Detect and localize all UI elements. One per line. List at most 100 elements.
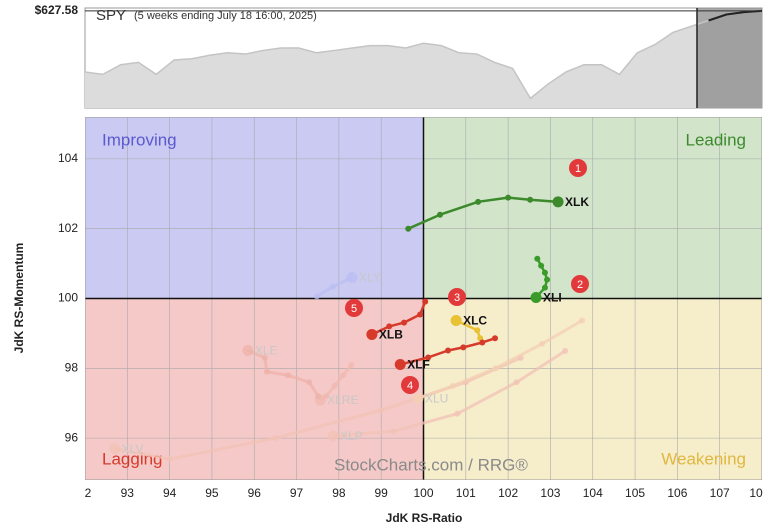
quadrant-label: Leading bbox=[685, 130, 746, 149]
tail-point bbox=[513, 379, 520, 386]
tail-point bbox=[340, 372, 347, 379]
tail-point bbox=[562, 347, 569, 354]
tail-point bbox=[437, 211, 444, 218]
y-tick-label: 96 bbox=[65, 430, 79, 444]
annotation-marker bbox=[569, 159, 587, 177]
series-label: XLV bbox=[122, 442, 144, 456]
annotation-marker bbox=[448, 288, 466, 306]
y-tick-label: 98 bbox=[65, 360, 79, 374]
tail-point bbox=[538, 262, 545, 269]
tail-point bbox=[505, 194, 512, 201]
tail-point bbox=[527, 196, 534, 203]
annotation-label: 3 bbox=[454, 292, 460, 304]
series-label: XLC bbox=[463, 314, 487, 328]
head-point bbox=[450, 314, 462, 326]
tail-point bbox=[386, 323, 393, 330]
tail-point bbox=[331, 382, 338, 389]
x-axis-title: JdK RS-Ratio bbox=[386, 511, 463, 525]
head-point bbox=[412, 392, 424, 404]
benchmark-window-line bbox=[708, 9, 763, 22]
x-tick-label: 95 bbox=[205, 486, 219, 500]
tail-point bbox=[263, 368, 270, 375]
tail-point bbox=[479, 339, 486, 346]
benchmark-line bbox=[84, 10, 763, 100]
benchmark-panel: $627.58 SPY (5 weeks ending July 18 16:00,… bbox=[35, 3, 763, 109]
tail-point bbox=[261, 354, 268, 361]
tail-point bbox=[450, 382, 457, 389]
head-point bbox=[242, 345, 254, 357]
x-tick-label: 106 bbox=[667, 486, 687, 500]
tail-point bbox=[534, 255, 541, 262]
tail-point bbox=[579, 317, 586, 324]
x-tick-label: 96 bbox=[248, 486, 262, 500]
series-label: XLP bbox=[340, 429, 363, 443]
tail-point bbox=[417, 311, 424, 318]
tail-point bbox=[378, 407, 385, 414]
x-tick-label: 107 bbox=[710, 486, 730, 500]
tail-point bbox=[285, 372, 292, 379]
watermark: StockCharts.com / RRG® bbox=[334, 455, 528, 474]
head-point bbox=[394, 358, 406, 370]
tail-point bbox=[390, 428, 397, 435]
series-label: XLRE bbox=[327, 393, 358, 407]
series-label: XLY bbox=[359, 271, 381, 285]
x-tick-label: 102 bbox=[498, 486, 518, 500]
x-tick-label: 103 bbox=[540, 486, 560, 500]
x-tick-label: 97 bbox=[290, 486, 304, 500]
tail-point bbox=[306, 379, 313, 386]
tail-point bbox=[405, 225, 412, 232]
tail-point bbox=[492, 365, 499, 372]
tail-point bbox=[166, 456, 173, 463]
benchmark-name: SPY bbox=[96, 7, 126, 24]
series-label: XLU bbox=[425, 391, 448, 405]
series-label: XLI bbox=[543, 291, 562, 305]
tail-point bbox=[541, 284, 548, 291]
head-point bbox=[109, 443, 121, 455]
head-point bbox=[327, 430, 339, 442]
x-tick-label: 105 bbox=[625, 486, 645, 500]
tail-point bbox=[425, 354, 432, 361]
tail-point bbox=[422, 298, 429, 305]
series-label: XLF bbox=[407, 358, 430, 372]
tail-point bbox=[541, 269, 548, 276]
quadrant-label: Improving bbox=[102, 130, 177, 149]
annotation-label: 4 bbox=[407, 380, 413, 392]
x-tick-label: 99 bbox=[375, 486, 389, 500]
tail-point bbox=[538, 340, 545, 347]
series-label: XLE bbox=[255, 344, 278, 358]
tail-point bbox=[445, 347, 452, 354]
x-tick-label: 10 bbox=[749, 486, 763, 500]
annotation-label: 1 bbox=[575, 163, 581, 175]
annotation-marker bbox=[571, 275, 589, 293]
tail-point bbox=[329, 283, 336, 290]
quadrant-label: Weakening bbox=[661, 449, 746, 468]
y-tick-label: 102 bbox=[58, 221, 78, 235]
y-axis-title: JdK RS-Momentum bbox=[12, 243, 26, 354]
tail-point bbox=[272, 435, 279, 442]
last-price-label: $627.58 bbox=[35, 3, 79, 17]
series-label: XLB bbox=[379, 328, 403, 342]
series-label: XLK bbox=[565, 195, 589, 209]
annotation-marker bbox=[401, 376, 419, 394]
benchmark-area bbox=[85, 10, 762, 108]
x-tick-label: 98 bbox=[332, 486, 346, 500]
annotation-marker bbox=[345, 299, 363, 317]
head-point bbox=[366, 328, 378, 340]
annotation-label: 2 bbox=[577, 279, 583, 291]
tail-point bbox=[454, 410, 461, 417]
head-point bbox=[552, 196, 564, 208]
x-tick-label: 93 bbox=[121, 486, 135, 500]
tail-point bbox=[544, 276, 551, 283]
head-point bbox=[346, 272, 358, 284]
annotation-label: 5 bbox=[351, 303, 357, 315]
tail-point bbox=[474, 327, 481, 334]
y-tick-label: 104 bbox=[58, 151, 78, 165]
tail-point bbox=[401, 319, 408, 326]
tail-line bbox=[407, 196, 559, 230]
y-tick-label: 100 bbox=[58, 291, 78, 305]
tail-point bbox=[348, 361, 355, 368]
head-point bbox=[530, 291, 542, 303]
tail-point bbox=[460, 344, 467, 351]
